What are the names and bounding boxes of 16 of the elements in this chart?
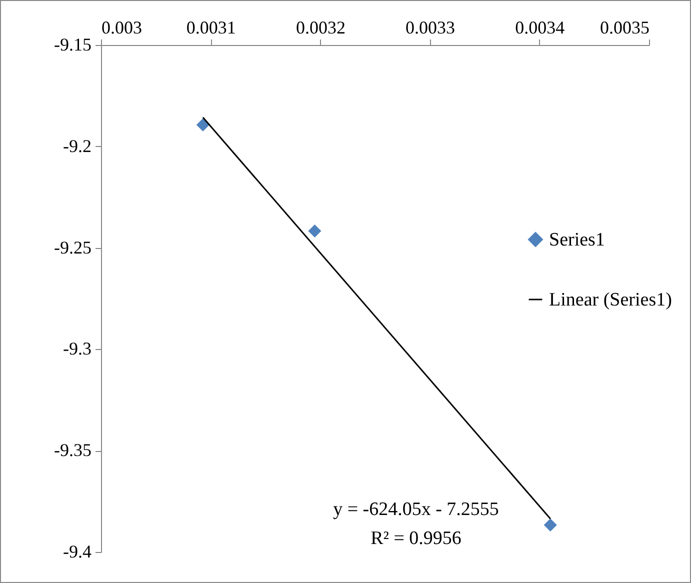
legend-label: Series1 xyxy=(549,230,605,250)
x-tick-label: 0.0035 xyxy=(600,18,650,38)
y-tick-label: -9.2 xyxy=(63,136,92,156)
annotation: y = -624.05x - 7.2555 xyxy=(333,499,499,520)
annotation: R² = 0.9956 xyxy=(370,528,462,549)
x-tick-label: 0.0032 xyxy=(296,18,346,38)
y-tick-label: -9.4 xyxy=(63,542,92,562)
x-tick-label: 0.003 xyxy=(102,18,142,38)
y-tick-label: -9.35 xyxy=(54,440,92,460)
x-tick-label: 0.0033 xyxy=(406,18,456,38)
x-tick-label: 0.0031 xyxy=(186,18,236,38)
x-tick-label: 0.0034 xyxy=(515,18,565,38)
y-tick-label: -9.25 xyxy=(54,237,92,258)
y-tick-label: -9.15 xyxy=(54,34,92,54)
legend-label: Linear (Series1) xyxy=(549,290,672,310)
y-tick-label: -9.3 xyxy=(63,338,92,359)
